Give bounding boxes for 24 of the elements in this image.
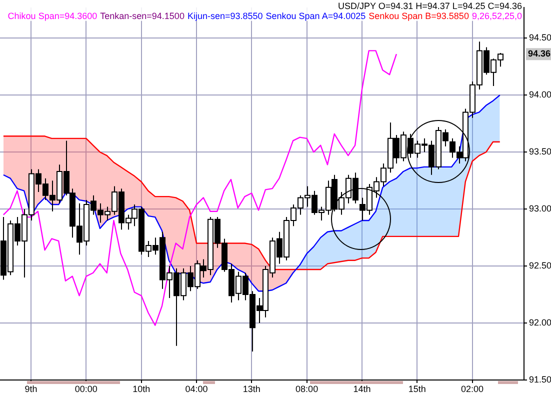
annotation: 9,26,52,25,0 bbox=[472, 11, 522, 21]
y-tick-label: 94.50 bbox=[529, 32, 551, 43]
text: Senkou Span B=93.5850 bbox=[368, 11, 469, 21]
x-tick-label: 02:00 bbox=[461, 384, 484, 394]
annotation: Tenkan-sen=94.1500 bbox=[100, 11, 184, 21]
y-tick-label: 92.50 bbox=[529, 260, 551, 271]
x-tick-label: 14th bbox=[353, 384, 371, 394]
x-tick-label: 13th bbox=[242, 384, 260, 394]
x-tick-label: 08:00 bbox=[296, 384, 318, 394]
x-tick-label: 9th bbox=[24, 384, 38, 394]
y-tick-label: 93.00 bbox=[529, 204, 551, 214]
annotation: 94.36 bbox=[528, 48, 551, 59]
text: Chikou Span=94.3600 bbox=[8, 11, 98, 21]
y-tick-label: 92.00 bbox=[529, 318, 551, 328]
x-tick-label: 15th bbox=[408, 384, 426, 394]
x-tick-label: 10th bbox=[132, 384, 150, 394]
x-tick-label: 00:00 bbox=[74, 384, 98, 394]
chart-title: USD/JPY O=94.31 H=94.37 L=94.25 C=94.36 bbox=[337, 1, 522, 11]
y-tick-label: 93.50 bbox=[529, 146, 551, 157]
y-tick-label: 91.50 bbox=[529, 374, 551, 384]
y-tick-label: 94.00 bbox=[529, 90, 551, 100]
x-tick-label: 04:00 bbox=[185, 384, 208, 394]
text: Senkou Span A=94.0025 bbox=[266, 11, 366, 21]
annotation: Kijun-sen=93.8550 bbox=[187, 11, 263, 21]
